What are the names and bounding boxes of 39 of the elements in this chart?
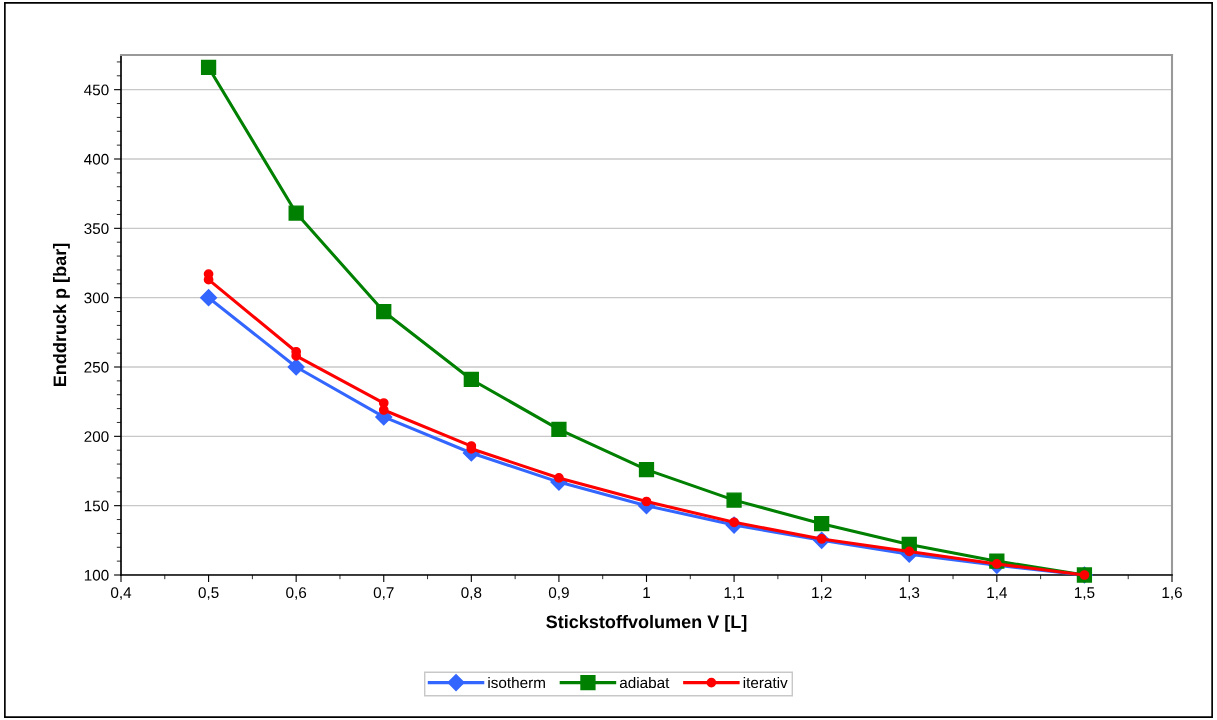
y-tick-label: 450 bbox=[84, 84, 109, 96]
y-axis-title: Enddruck p [bar] bbox=[52, 243, 70, 387]
x-tick-label: 1,3 bbox=[899, 587, 920, 600]
point bbox=[554, 473, 564, 483]
point bbox=[638, 461, 655, 478]
y-tick-label: 250 bbox=[84, 361, 109, 373]
legend-label: adiabat bbox=[619, 676, 670, 689]
x-tick-label: 0,7 bbox=[373, 587, 394, 600]
x-tick-label: 1,2 bbox=[812, 587, 832, 600]
point bbox=[288, 205, 304, 221]
point bbox=[376, 303, 392, 320]
y-tick-label: 400 bbox=[84, 153, 109, 165]
legend-label: iterativ bbox=[743, 676, 788, 689]
point bbox=[200, 289, 218, 307]
x-tick-label: 0,5 bbox=[198, 587, 219, 600]
x-tick-label: 0,9 bbox=[548, 587, 569, 600]
x-tick-label: 0,4 bbox=[110, 587, 132, 600]
point bbox=[200, 59, 217, 76]
y-tick-label: 200 bbox=[84, 431, 109, 443]
point bbox=[726, 492, 742, 508]
point bbox=[814, 516, 830, 532]
x-tick-label: 1,6 bbox=[1162, 587, 1182, 600]
y-tick-label: 350 bbox=[84, 223, 109, 235]
x-tick-label: 1 bbox=[643, 587, 650, 598]
y-tick-label: 150 bbox=[84, 500, 109, 512]
point bbox=[463, 371, 479, 388]
x-tick-label: 1,5 bbox=[1074, 587, 1095, 600]
y-tick-label: 300 bbox=[84, 292, 109, 304]
x-tick-label: 1,1 bbox=[724, 587, 744, 600]
x-axis-title: Stickstoffvolumen V [L] bbox=[546, 614, 747, 632]
point bbox=[378, 405, 389, 415]
x-tick-label: 0,6 bbox=[286, 587, 307, 600]
x-tick-label: 0,8 bbox=[461, 587, 482, 600]
point bbox=[904, 546, 915, 557]
legend-label: isotherm bbox=[488, 676, 545, 689]
y-tick-label: 100 bbox=[84, 569, 109, 581]
point bbox=[551, 421, 567, 438]
point bbox=[287, 358, 305, 376]
x-tick-label: 1,4 bbox=[987, 587, 1008, 600]
